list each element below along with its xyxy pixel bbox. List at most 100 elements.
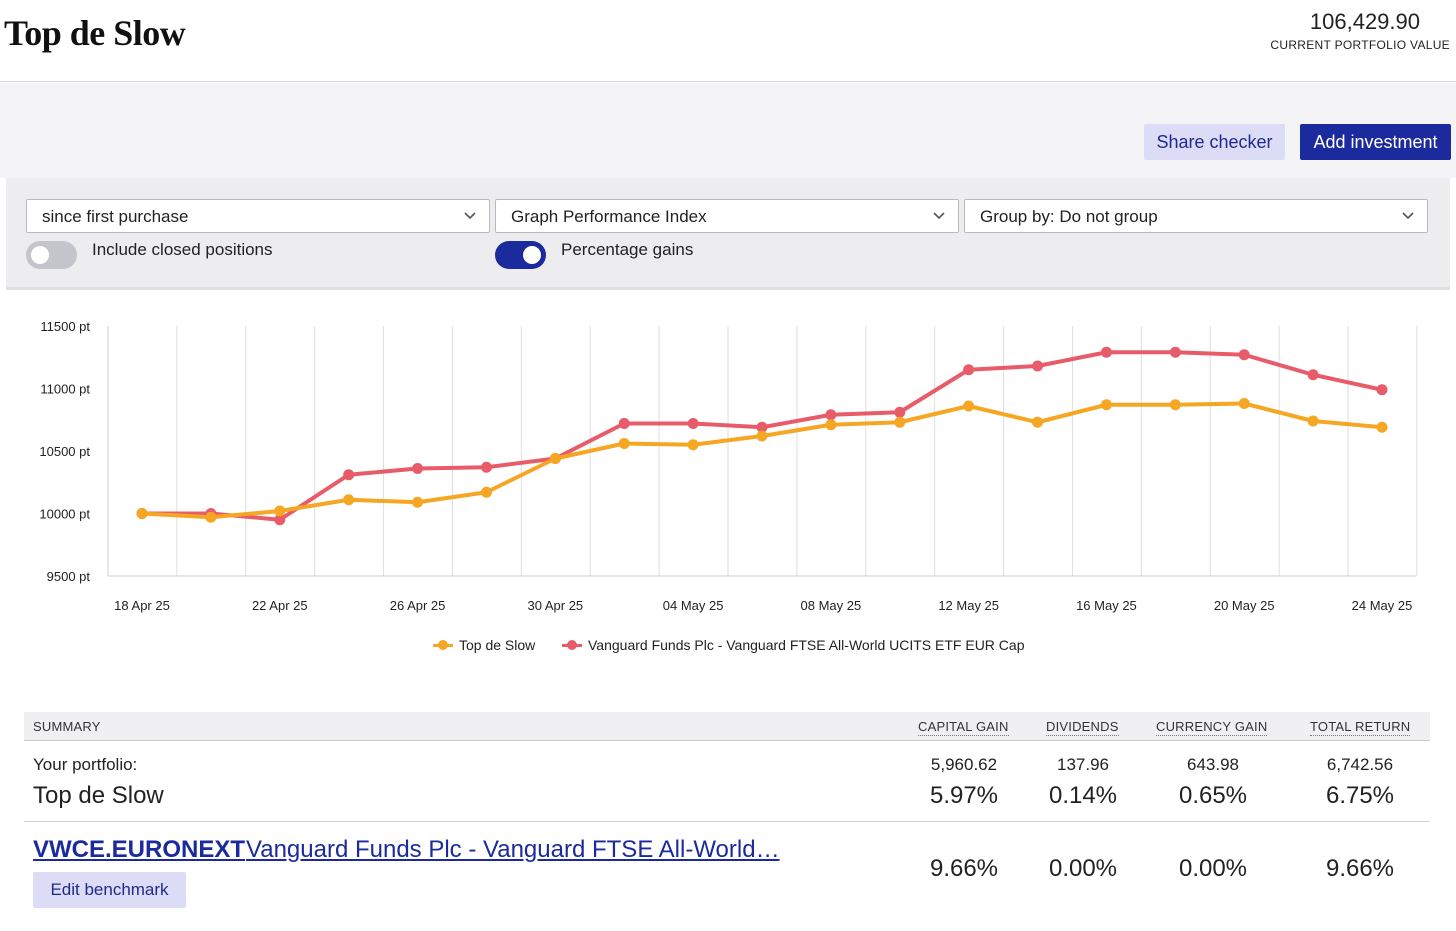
legend-swatch-dot bbox=[438, 640, 448, 650]
percentage-gains-toggle[interactable] bbox=[495, 241, 546, 269]
data-point bbox=[549, 453, 561, 464]
toggle-knob bbox=[523, 246, 541, 264]
y-tick-label: 9500 pt bbox=[47, 569, 91, 584]
data-point bbox=[1238, 349, 1250, 361]
performance-chart-svg: 9500 pt 10000 pt 10500 pt 11000 pt 11500 pt 1… bbox=[39, 319, 1418, 613]
capital-gain-pct: 5.97% bbox=[929, 782, 999, 809]
data-point bbox=[412, 463, 424, 474]
portfolio-row-name: Top de Slow bbox=[33, 782, 164, 809]
x-tick-label: 18 Apr 25 bbox=[114, 598, 170, 613]
portfolio-value-label: CURRENT PORTFOLIO VALUE bbox=[1270, 38, 1450, 52]
graph-type-select-value: Graph Performance Index bbox=[511, 207, 707, 226]
data-point bbox=[1032, 416, 1044, 428]
period-select-value: since first purchase bbox=[42, 207, 189, 226]
y-tick-label: 10500 pt bbox=[39, 444, 90, 459]
data-point bbox=[687, 418, 699, 429]
add-investment-button[interactable]: Add investment bbox=[1300, 124, 1451, 160]
capital-gain-value: 5,960.62 bbox=[930, 755, 998, 774]
legend-item[interactable]: Vanguard Funds Plc - Vanguard FTSE All-W… bbox=[562, 637, 1025, 653]
data-point bbox=[756, 430, 768, 442]
data-point bbox=[480, 461, 492, 473]
portfolio-row-label: Your portfolio: bbox=[33, 755, 138, 774]
currency-gain-pct: 0.65% bbox=[1178, 782, 1248, 809]
summary-header-row: SUMMARY CAPITAL GAIN DIVIDENDS CURRENCY … bbox=[24, 712, 1430, 741]
data-point bbox=[894, 416, 906, 428]
data-point bbox=[1100, 346, 1112, 358]
dividends-pct: 0.14% bbox=[1048, 782, 1118, 809]
header-summary: SUMMARY bbox=[33, 719, 101, 734]
chart-legend: Top de Slow Vanguard Funds Plc - Vanguard… bbox=[0, 637, 1456, 657]
graph-type-select[interactable]: Graph Performance Index bbox=[495, 199, 959, 233]
header-capital-gain[interactable]: CAPITAL GAIN bbox=[918, 719, 1009, 736]
x-tick-label: 20 May 25 bbox=[1214, 598, 1275, 613]
data-point bbox=[412, 496, 424, 508]
data-point bbox=[687, 439, 699, 451]
performance-chart: 9500 pt 10000 pt 10500 pt 11000 pt 11500 pt 1… bbox=[0, 300, 1456, 675]
x-tick-label: 08 May 25 bbox=[801, 598, 862, 613]
page-title: Top de Slow bbox=[4, 13, 186, 53]
data-point bbox=[1376, 421, 1388, 433]
data-point bbox=[136, 508, 148, 519]
legend-swatch bbox=[433, 639, 453, 651]
benchmark-code-link[interactable]: VWCE.EURONEXT bbox=[33, 836, 246, 863]
include-closed-toggle[interactable] bbox=[26, 241, 77, 269]
toggle-knob bbox=[31, 246, 49, 264]
x-tick-label: 12 May 25 bbox=[938, 598, 999, 613]
total-return-value: 6,742.56 bbox=[1326, 755, 1394, 774]
data-point bbox=[1376, 384, 1388, 396]
header-total-return[interactable]: TOTAL RETURN bbox=[1310, 719, 1411, 736]
dividends-value: 137.96 bbox=[1057, 755, 1109, 774]
data-point bbox=[963, 364, 975, 376]
data-point bbox=[1307, 415, 1319, 427]
x-tick-label: 04 May 25 bbox=[663, 598, 724, 613]
data-point bbox=[343, 494, 355, 506]
filter-panel bbox=[6, 178, 1450, 290]
header-currency-gain[interactable]: CURRENCY GAIN bbox=[1156, 719, 1268, 736]
benchmark-currency-gain-pct: 0.00% bbox=[1178, 855, 1248, 882]
group-by-select[interactable]: Group by: Do not group bbox=[964, 199, 1428, 233]
y-tick-label: 10000 pt bbox=[39, 507, 90, 522]
benchmark-name-link[interactable]: Vanguard Funds Plc - Vanguard FTSE All-W… bbox=[246, 836, 780, 863]
legend-swatch-dot bbox=[567, 640, 577, 650]
x-tick-label: 16 May 25 bbox=[1076, 598, 1137, 613]
legend-label: Vanguard Funds Plc - Vanguard FTSE All-W… bbox=[588, 637, 1025, 653]
benchmark-capital-gain-pct: 9.66% bbox=[929, 855, 999, 882]
data-point bbox=[825, 409, 837, 421]
page-header: Top de Slow 106,429.90 CURRENT PORTFOLIO… bbox=[0, 0, 1456, 82]
data-point bbox=[894, 406, 906, 418]
benchmark-dividends-pct: 0.00% bbox=[1048, 855, 1118, 882]
data-point bbox=[343, 469, 355, 481]
chevron-down-icon bbox=[1402, 212, 1414, 220]
edit-benchmark-button[interactable]: Edit benchmark bbox=[33, 872, 186, 908]
include-closed-label: Include closed positions bbox=[92, 240, 273, 259]
data-point bbox=[756, 421, 768, 433]
group-by-select-value: Group by: Do not group bbox=[980, 207, 1158, 226]
data-point bbox=[274, 514, 286, 526]
header-dividends[interactable]: DIVIDENDS bbox=[1046, 719, 1119, 736]
data-point bbox=[825, 419, 837, 431]
legend-item[interactable]: Top de Slow bbox=[433, 637, 535, 653]
x-tick-label: 30 Apr 25 bbox=[528, 598, 584, 613]
data-point bbox=[480, 486, 492, 498]
data-point bbox=[1169, 399, 1181, 411]
data-point bbox=[963, 400, 975, 412]
chevron-down-icon bbox=[933, 212, 945, 220]
legend-swatch bbox=[562, 639, 582, 651]
portfolio-value: 106,429.90 bbox=[1309, 9, 1420, 34]
share-checker-button[interactable]: Share checker bbox=[1144, 124, 1285, 160]
data-point bbox=[1238, 398, 1250, 409]
total-return-pct: 6.75% bbox=[1325, 782, 1395, 809]
data-point bbox=[274, 505, 286, 517]
data-point bbox=[1307, 369, 1319, 381]
y-tick-label: 11000 pt bbox=[40, 382, 90, 397]
period-select[interactable]: since first purchase bbox=[26, 199, 490, 233]
currency-gain-value: 643.98 bbox=[1187, 755, 1239, 774]
x-tick-label: 22 Apr 25 bbox=[252, 598, 308, 613]
portfolio-summary-row: Your portfolio: Top de Slow 5,960.62 5.9… bbox=[24, 742, 1430, 822]
data-point bbox=[1100, 399, 1112, 411]
data-point bbox=[205, 511, 217, 523]
x-tick-label: 26 Apr 25 bbox=[390, 598, 446, 613]
percentage-gains-label: Percentage gains bbox=[561, 240, 694, 259]
data-point bbox=[618, 418, 630, 429]
data-point bbox=[1169, 346, 1181, 358]
